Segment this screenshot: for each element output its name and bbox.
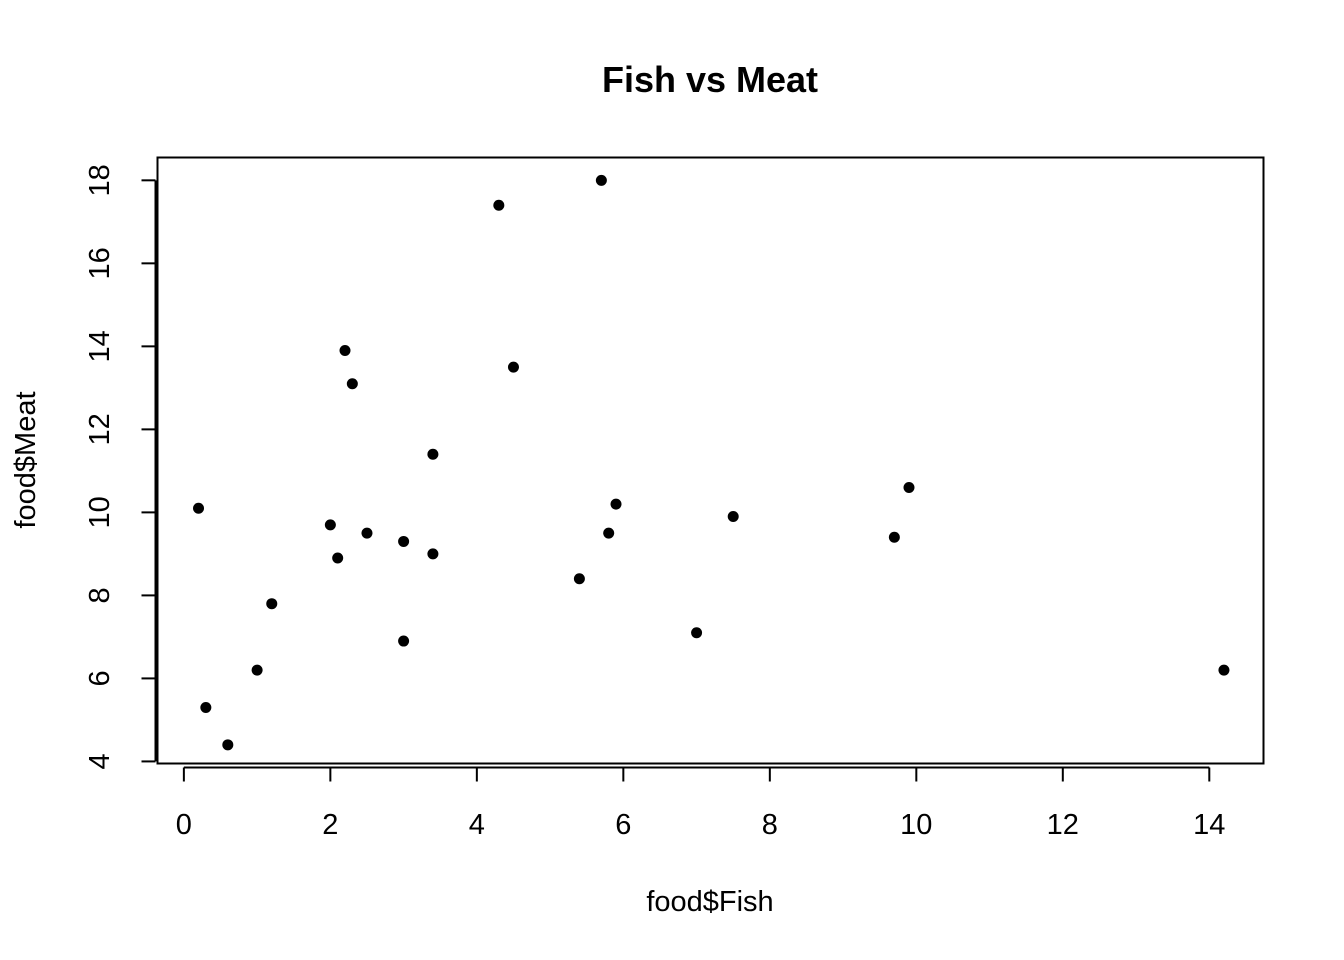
data-point <box>427 548 439 560</box>
y-axis: 4 6 8 10 12 14 16 18 <box>84 164 157 769</box>
x-tick-label: 8 <box>762 809 778 841</box>
data-point <box>361 527 373 539</box>
data-point <box>1218 664 1230 676</box>
data-point <box>691 627 703 639</box>
y-tick-label: 16 <box>84 247 116 279</box>
data-point <box>903 481 915 493</box>
data-point <box>398 535 410 547</box>
y-tick-label: 4 <box>84 753 116 769</box>
data-point <box>507 361 519 373</box>
data-point <box>610 498 622 510</box>
data-point <box>493 199 505 211</box>
data-point <box>427 448 439 460</box>
x-axis-label: food$Fish <box>646 886 773 918</box>
data-point <box>603 527 615 539</box>
data-point <box>595 174 607 186</box>
x-tick-label: 14 <box>1193 809 1225 841</box>
data-point <box>727 511 739 523</box>
data-point <box>266 598 278 610</box>
y-tick-label: 8 <box>84 587 116 603</box>
data-point <box>332 552 344 564</box>
y-tick-label: 6 <box>84 670 116 686</box>
y-axis-label: food$Meat <box>10 391 42 528</box>
x-tick-label: 4 <box>469 809 485 841</box>
data-point <box>200 701 212 713</box>
data-point <box>339 345 351 357</box>
x-tick-label: 12 <box>1047 809 1079 841</box>
x-tick-label: 2 <box>322 809 338 841</box>
data-point <box>888 531 900 543</box>
y-tick-label: 14 <box>84 330 116 362</box>
x-tick-label: 10 <box>900 809 932 841</box>
x-tick-label: 0 <box>176 809 192 841</box>
data-point <box>251 664 263 676</box>
y-tick-label: 10 <box>84 496 116 528</box>
y-tick-label: 18 <box>84 164 116 196</box>
x-axis: 0 2 4 6 8 10 12 14 <box>176 766 1225 841</box>
data-point <box>222 739 234 751</box>
y-tick-label: 12 <box>84 413 116 445</box>
plot-frame <box>156 156 1265 765</box>
data-point <box>573 573 585 585</box>
data-point <box>193 502 205 514</box>
data-point <box>346 378 358 390</box>
data-point <box>398 635 410 647</box>
chart-title: Fish vs Meat <box>602 59 818 100</box>
data-points <box>193 174 1230 751</box>
data-point <box>324 519 336 531</box>
x-tick-label: 6 <box>615 809 631 841</box>
